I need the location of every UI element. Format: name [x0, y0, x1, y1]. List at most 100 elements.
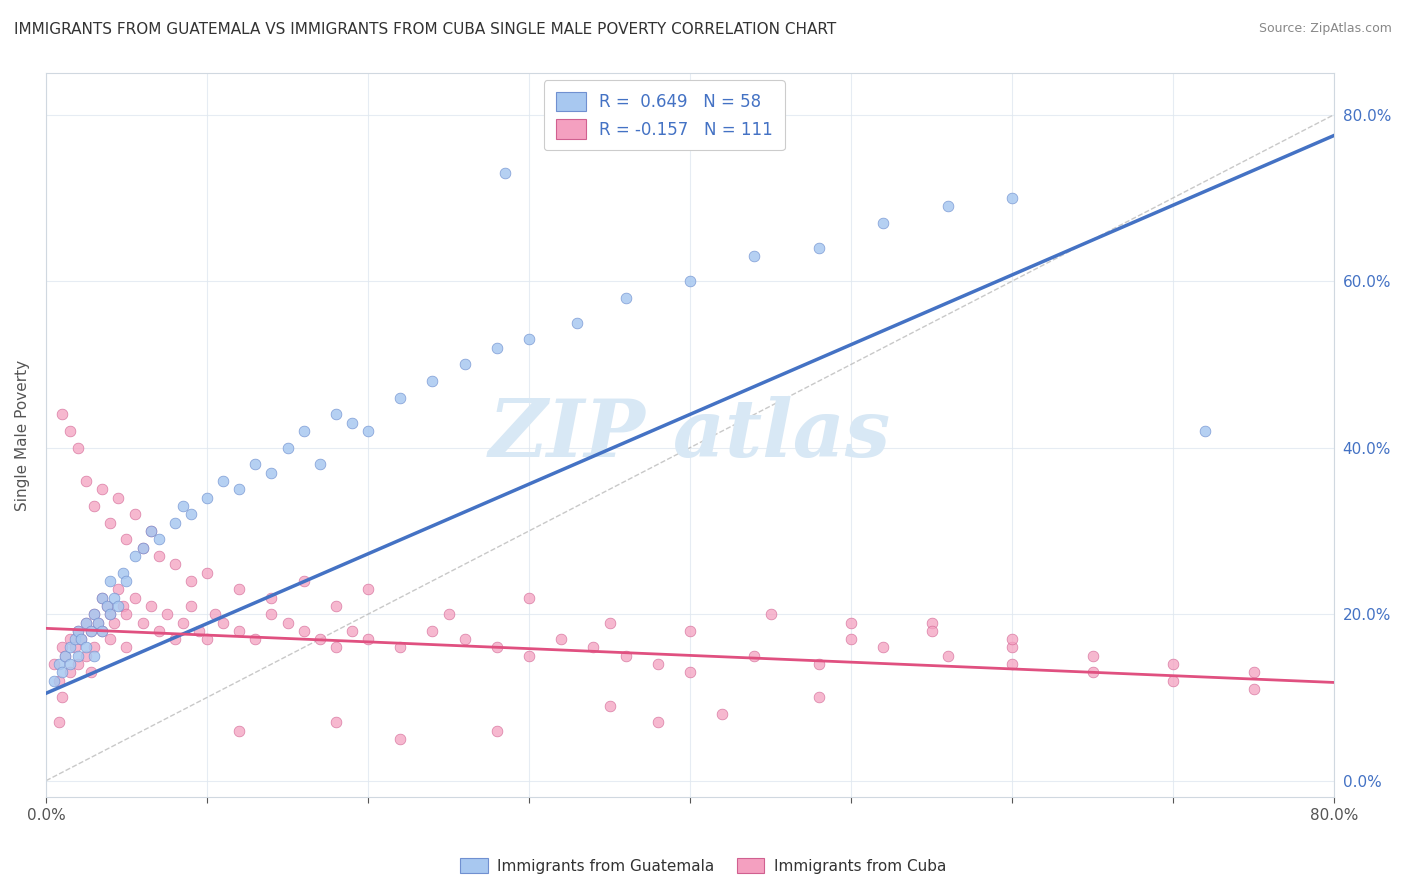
Point [70, 632, 93, 647]
Point [107, 491, 129, 505]
Point [276, 441, 298, 455]
Point [83, 607, 105, 622]
Point [422, 624, 444, 638]
Legend: Immigrants from Guatemala, Immigrants from Cuba: Immigrants from Guatemala, Immigrants fr… [454, 852, 952, 880]
Point [1243, 665, 1265, 680]
Point [100, 607, 122, 622]
Point [42, 673, 65, 688]
Point [422, 374, 444, 388]
Point [42, 657, 65, 672]
Point [63, 640, 86, 655]
Y-axis label: Single Male Poverty: Single Male Poverty [15, 359, 30, 511]
Point [453, 632, 475, 647]
Point [131, 541, 153, 555]
Point [1081, 665, 1104, 680]
Point [292, 624, 315, 638]
Point [357, 582, 380, 597]
Point [872, 216, 894, 230]
Point [921, 615, 943, 630]
Point [148, 624, 170, 638]
Point [67, 441, 90, 455]
Point [63, 632, 86, 647]
Point [292, 424, 315, 438]
Point [124, 508, 146, 522]
Point [180, 508, 202, 522]
Point [67, 624, 90, 638]
Point [59, 657, 82, 672]
Point [112, 599, 135, 613]
Point [599, 698, 621, 713]
Point [100, 574, 122, 588]
Point [212, 474, 235, 488]
Point [872, 640, 894, 655]
Point [679, 624, 702, 638]
Point [1001, 191, 1024, 205]
Point [807, 241, 830, 255]
Point [86, 615, 108, 630]
Point [340, 624, 363, 638]
Point [51, 640, 73, 655]
Point [163, 516, 186, 530]
Point [485, 640, 508, 655]
Point [96, 599, 118, 613]
Point [1081, 648, 1104, 663]
Point [48, 715, 70, 730]
Point [308, 632, 330, 647]
Point [75, 648, 97, 663]
Point [195, 566, 218, 580]
Point [187, 624, 209, 638]
Point [83, 640, 105, 655]
Point [67, 648, 90, 663]
Point [389, 391, 412, 405]
Point [163, 632, 186, 647]
Point [172, 499, 194, 513]
Point [204, 607, 226, 622]
Point [148, 533, 170, 547]
Point [100, 516, 122, 530]
Point [148, 549, 170, 563]
Point [180, 574, 202, 588]
Point [75, 615, 97, 630]
Point [112, 566, 135, 580]
Point [711, 707, 734, 722]
Point [485, 723, 508, 738]
Point [100, 632, 122, 647]
Point [357, 632, 380, 647]
Point [53, 648, 76, 663]
Point [389, 732, 412, 747]
Point [550, 632, 572, 647]
Point [67, 657, 90, 672]
Point [276, 615, 298, 630]
Point [679, 665, 702, 680]
Point [115, 607, 138, 622]
Point [59, 640, 82, 655]
Point [494, 166, 516, 180]
Point [228, 483, 250, 497]
Point [647, 657, 669, 672]
Point [325, 599, 347, 613]
Point [75, 474, 97, 488]
Point [51, 408, 73, 422]
Point [614, 648, 637, 663]
Point [91, 591, 114, 605]
Text: ZIP atlas: ZIP atlas [489, 396, 891, 474]
Point [292, 574, 315, 588]
Point [517, 648, 540, 663]
Point [453, 358, 475, 372]
Point [517, 333, 540, 347]
Point [124, 591, 146, 605]
Point [228, 582, 250, 597]
Point [195, 491, 218, 505]
Point [91, 624, 114, 638]
Point [582, 640, 605, 655]
Point [567, 316, 589, 330]
Point [357, 424, 380, 438]
Point [67, 624, 90, 638]
Point [839, 615, 862, 630]
Text: IMMIGRANTS FROM GUATEMALA VS IMMIGRANTS FROM CUBA SINGLE MALE POVERTY CORRELATIO: IMMIGRANTS FROM GUATEMALA VS IMMIGRANTS … [14, 22, 837, 37]
Point [115, 533, 138, 547]
Point [107, 599, 129, 613]
Point [51, 690, 73, 705]
Point [172, 615, 194, 630]
Point [614, 291, 637, 305]
